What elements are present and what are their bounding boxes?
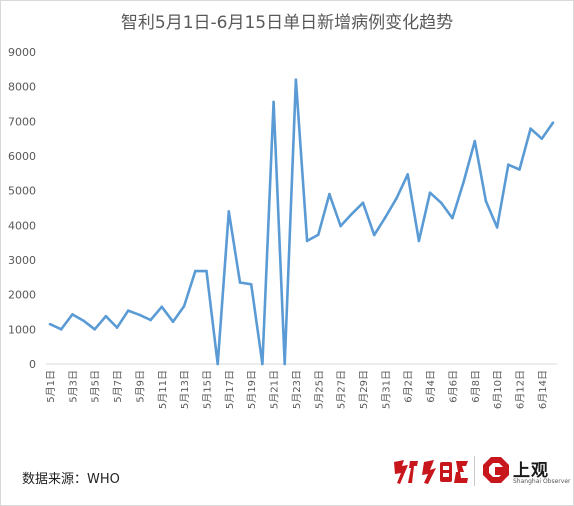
logo-divider: [474, 456, 475, 486]
x-tick-label: 6月6日: [447, 370, 459, 403]
data-point: [305, 239, 309, 243]
data-point: [316, 233, 320, 236]
data-point: [473, 139, 477, 143]
data-point: [216, 362, 219, 366]
data-point: [48, 322, 52, 326]
x-tick-label: 5月21日: [269, 370, 281, 409]
shanghai-observer-wordmark: 上观: [513, 461, 549, 481]
data-point: [384, 216, 387, 219]
data-point: [439, 201, 443, 205]
x-tick-label: 5月3日: [67, 370, 79, 403]
data-point: [484, 199, 488, 203]
y-tick-label: 3000: [8, 254, 36, 267]
data-point: [529, 127, 532, 130]
data-point: [540, 137, 544, 140]
data-point: [104, 314, 108, 318]
data-point: [372, 233, 376, 237]
x-tick-label: 6月2日: [403, 370, 415, 403]
x-tick-label: 5月29日: [358, 370, 370, 409]
data-point: [395, 196, 398, 200]
data-point: [82, 319, 85, 322]
data-point: [205, 269, 208, 273]
x-tick-label: 5月7日: [112, 370, 124, 403]
shanghai-observer-logo: 上观 Shanghai Observer: [482, 454, 571, 490]
data-point: [93, 328, 97, 331]
series-line: [49, 78, 555, 366]
data-point: [350, 212, 354, 216]
x-tick-label: 5月27日: [336, 370, 348, 409]
shanghai-observer-mark-icon: [483, 457, 509, 483]
x-tick-label: 5月17日: [224, 370, 236, 409]
series-layer: [48, 78, 555, 366]
data-point: [283, 362, 287, 366]
y-tick-label: 2000: [8, 289, 36, 302]
x-axis: 5月1日 5月3日 5月5日 5月7日 5月9日 5月11日 5月13日 5月15日 5月17日…: [45, 363, 557, 409]
x-tick-label: 6月10日: [492, 370, 504, 409]
x-tick-label: 6月14日: [537, 370, 549, 409]
x-tick-label: 5月11日: [157, 370, 169, 409]
x-tick-label: 5月31日: [380, 370, 392, 409]
data-point: [462, 180, 465, 184]
data-point: [160, 305, 164, 309]
y-tick-label: 1000: [8, 323, 36, 336]
data-point: [71, 313, 74, 316]
x-tick-label: 5月15日: [201, 370, 213, 409]
data-point: [417, 239, 421, 243]
y-axis: 0 1000 2000 3000 4000 5000 6000 7000 8000 9000: [8, 46, 36, 371]
data-point: [115, 326, 119, 329]
data-point: [227, 210, 231, 213]
x-tick-label: 5月23日: [291, 370, 303, 409]
x-tick-label: 5月9日: [134, 370, 146, 403]
data-point: [272, 100, 275, 104]
data-point: [361, 201, 365, 205]
data-point: [182, 304, 186, 308]
y-tick-label: 5000: [8, 185, 36, 198]
data-point: [249, 282, 253, 286]
data-point: [149, 318, 152, 322]
shanghai-observer-subtitle: Shanghai Observer: [513, 478, 571, 485]
data-point: [126, 309, 130, 312]
x-tick-label: 5月1日: [45, 370, 57, 403]
jiefang-daily-logo: [394, 460, 468, 484]
data-point: [328, 192, 331, 196]
data-point: [194, 269, 197, 273]
x-tick-label: 5月13日: [179, 370, 191, 409]
data-point: [171, 320, 175, 324]
source-note: 数据来源：WHO: [22, 472, 120, 487]
x-tick-label: 6月4日: [425, 370, 437, 403]
y-tick-label: 4000: [8, 219, 36, 232]
data-point: [59, 328, 63, 331]
y-tick-label: 0: [29, 358, 36, 371]
y-tick-label: 8000: [8, 81, 36, 94]
data-point: [506, 163, 510, 166]
x-tick-label: 5月19日: [246, 370, 258, 409]
data-point: [451, 216, 454, 220]
x-tick-label: 6月8日: [470, 370, 482, 403]
chart-title: 智利5月1日-6月15日单日新增病例变化趋势: [121, 13, 453, 33]
y-tick-label: 6000: [8, 150, 36, 163]
data-point: [238, 281, 242, 284]
data-point: [428, 191, 432, 195]
x-tick-label: 6月12日: [514, 370, 526, 409]
data-point: [138, 313, 141, 317]
data-point: [339, 224, 342, 228]
y-tick-label: 9000: [8, 46, 36, 59]
y-tick-label: 7000: [8, 115, 36, 128]
data-point: [518, 168, 521, 171]
data-point: [261, 362, 264, 366]
data-point: [495, 226, 499, 229]
data-point: [406, 173, 409, 176]
data-point: [551, 121, 555, 125]
data-point: [294, 78, 298, 82]
x-tick-label: 5月25日: [313, 370, 325, 409]
x-tick-label: 5月5日: [90, 370, 102, 403]
